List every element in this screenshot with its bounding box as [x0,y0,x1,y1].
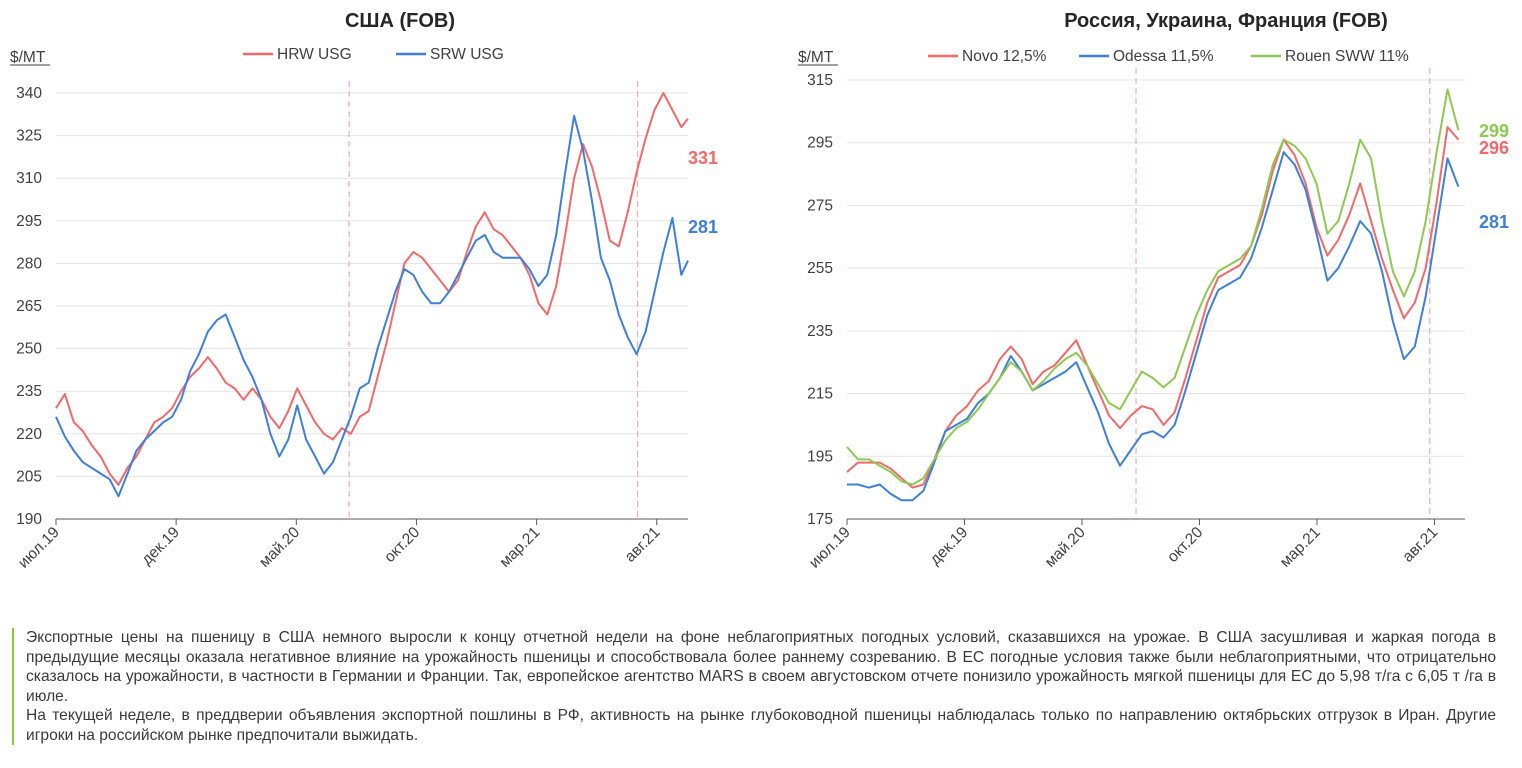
y-tick-label: 295 [16,213,42,230]
y-tick-label: 250 [16,341,42,358]
x-tick-label: окт.20 [1164,524,1206,566]
legend-label: Novo 12,5% [962,48,1047,65]
y-tick-label: 275 [807,197,833,214]
series-line-0 [846,126,1460,489]
x-tick-label: дек.19 [927,524,972,569]
series-line-2 [846,88,1460,486]
y-tick-label: 280 [16,255,42,272]
x-tick-label: июл.19 [15,524,63,572]
x-tick-label: авг.21 [622,524,664,566]
x-tick-label: июл.19 [806,524,854,572]
y-tick-label: 265 [16,298,42,315]
legend-label: Rouen SWW 11% [1285,48,1409,65]
series-line-0 [55,92,689,486]
y-tick-label: 190 [16,511,42,528]
series-end-value-label: 281 [688,217,718,237]
x-tick-label: мар.21 [1277,524,1324,571]
chart-panel-black-sea: Россия, Украина, Франция (FOB) $/MT 175 195… [761,0,1522,600]
y-tick-label: 235 [16,383,42,400]
x-tick-label: май.20 [1042,524,1089,571]
market-commentary: Экспортные цены на пшеницу в США немного… [12,628,1496,745]
y-tick-label: 295 [807,135,833,152]
series-end-value-label: 281 [1479,212,1509,232]
chart-russia-ukraine-france: Россия, Украина, Франция (FOB) $/MT 175 195… [798,10,1509,572]
series-end-value-label: 299 [1479,121,1509,141]
x-tick-label: май.20 [256,524,303,571]
chart-title: Россия, Украина, Франция (FOB) [1064,10,1388,32]
commentary-paragraph-1: Экспортные цены на пшеницу в США немного… [26,629,1496,705]
legend-label: Odessa 11,5% [1113,48,1214,65]
commentary-paragraph-2: На текущей неделе, в преддверии объявлен… [26,707,1496,744]
y-tick-label: 315 [807,72,833,89]
y-tick-label: 340 [16,85,42,102]
x-tick-label: дек.19 [138,524,183,569]
y-axis-unit-label: $/MT [798,49,834,66]
y-tick-label: 235 [807,323,833,340]
y-tick-label: 195 [807,448,833,465]
y-tick-label: 175 [807,511,833,528]
y-tick-label: 205 [16,468,42,485]
chart-usa: США (FOB) $/MT 190 205 220 235 250 265 280 295 310… [10,10,718,572]
y-tick-label: 310 [16,170,42,187]
series-end-value-label: 331 [688,148,718,168]
x-tick-label: авг.21 [1399,524,1441,566]
legend-label: HRW USG [277,46,352,63]
y-tick-label: 220 [16,426,42,443]
series-line-1 [847,151,1460,502]
series-line-1 [55,114,689,498]
y-axis-unit-label: $/MT [10,49,46,66]
x-tick-label: мар.21 [496,524,543,571]
legend-label: SRW USG [430,46,504,63]
chart-panel-usa: США (FOB) $/MT 190 205 220 235 250 265 280 295 310… [0,0,761,600]
series-end-value-label: 296 [1479,138,1509,158]
y-tick-label: 325 [16,128,42,145]
x-tick-label: окт.20 [381,524,423,566]
y-tick-label: 255 [807,260,833,277]
y-tick-label: 215 [807,386,833,403]
chart-title: США (FOB) [345,10,455,32]
